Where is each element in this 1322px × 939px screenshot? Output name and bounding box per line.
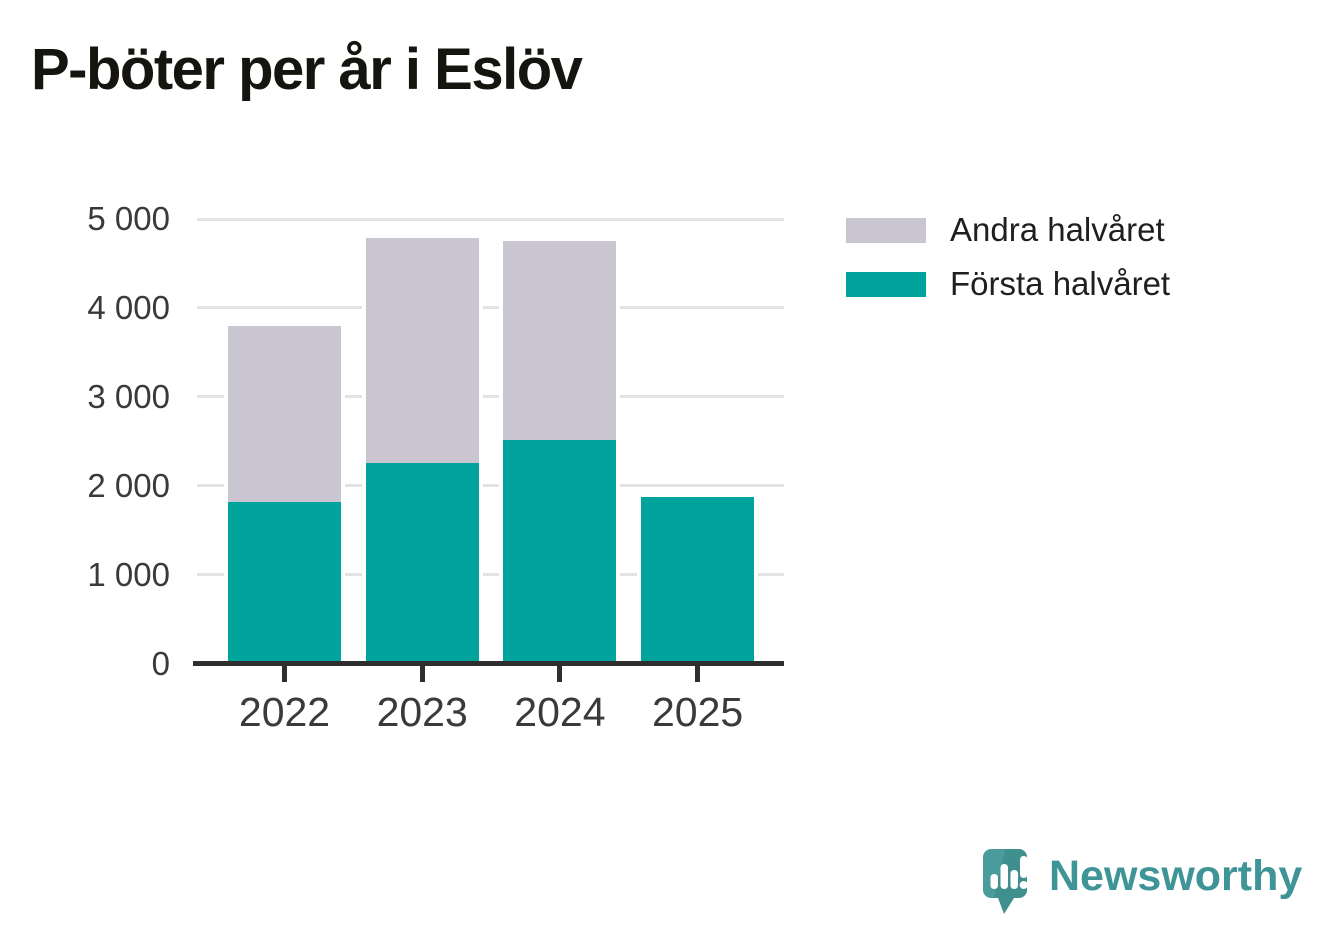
x-axis-tick xyxy=(282,665,287,682)
x-axis-label: 2025 xyxy=(651,689,744,735)
y-axis-label: 3 000 xyxy=(87,377,170,415)
bar-segment xyxy=(224,501,345,664)
x-axis-line xyxy=(193,661,784,666)
newsworthy-logo-icon xyxy=(983,849,1028,914)
legend-item-forsta: Första halvåret xyxy=(846,265,1170,303)
y-axis-label: 4 000 xyxy=(87,288,170,326)
chart-title: P-böter per år i Eslöv xyxy=(31,37,583,102)
gridline xyxy=(197,217,784,221)
x-axis-label: 2022 xyxy=(238,689,331,735)
y-axis-label: 2 000 xyxy=(87,466,170,504)
bar-segment xyxy=(224,325,345,502)
gridline xyxy=(197,395,784,399)
legend-label: Första halvåret xyxy=(950,265,1171,302)
y-axis-label: 5 000 xyxy=(87,200,170,237)
newsworthy-logo-text: Newsworthy xyxy=(1049,852,1303,900)
x-axis-tick xyxy=(557,665,563,682)
x-axis-tick xyxy=(419,665,425,682)
gridline xyxy=(197,306,784,310)
newsworthy-logo: Newsworthy xyxy=(979,845,1302,915)
bar-segment xyxy=(361,237,483,463)
bar-segment xyxy=(361,462,483,664)
legend-label: Andra halvåret xyxy=(950,211,1165,248)
legend: Andra halvåret Första halvåret xyxy=(846,211,1170,319)
bar-segment xyxy=(637,497,759,664)
legend-swatch-andra xyxy=(846,217,926,243)
x-axis-tick xyxy=(695,665,701,682)
y-axis-label: 0 xyxy=(151,644,170,682)
bar-segment xyxy=(499,440,621,664)
x-axis-label: 2024 xyxy=(514,689,606,735)
gridline xyxy=(197,573,784,577)
legend-item-andra: Andra halvåret xyxy=(846,211,1170,249)
y-axis-label: 1 000 xyxy=(87,555,170,593)
x-axis-label: 2023 xyxy=(376,689,468,735)
gridline xyxy=(197,484,784,488)
bar-segment xyxy=(499,241,621,441)
legend-swatch-forsta xyxy=(846,271,926,297)
